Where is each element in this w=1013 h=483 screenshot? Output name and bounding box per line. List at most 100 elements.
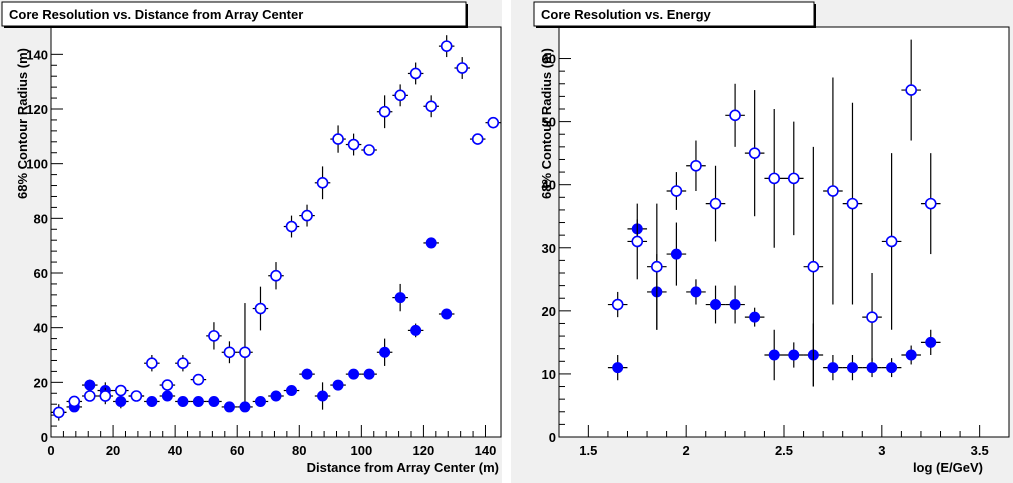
right-y-tick-label: 30 xyxy=(542,241,556,256)
left-filled-marker xyxy=(271,391,281,401)
left-open-marker xyxy=(287,222,297,232)
left-open-marker xyxy=(488,118,498,128)
right-filled-marker xyxy=(613,363,623,373)
left-filled-marker xyxy=(364,369,374,379)
right-plot-frame xyxy=(559,27,1009,437)
right-open-marker xyxy=(632,236,642,246)
left-x-axis-label: Distance from Array Center (m) xyxy=(307,460,499,475)
right-x-tick-label: 2.5 xyxy=(775,443,793,458)
right-open-marker xyxy=(867,312,877,322)
right-y-axis-label: 68% Contour Radius (m) xyxy=(539,48,554,199)
right-open-marker xyxy=(711,199,721,209)
right-x-tick-label: 2 xyxy=(683,443,690,458)
left-open-marker xyxy=(333,134,343,144)
left-filled-marker xyxy=(395,293,405,303)
right-filled-marker xyxy=(730,300,740,310)
left-open-marker xyxy=(302,211,312,221)
left-x-tick-label: 100 xyxy=(350,443,372,458)
right-open-marker xyxy=(926,199,936,209)
right-open-marker xyxy=(789,173,799,183)
right-open-marker xyxy=(887,236,897,246)
left-filled-marker xyxy=(302,369,312,379)
left-open-marker xyxy=(178,358,188,368)
left-x-tick-label: 80 xyxy=(292,443,306,458)
right-y-tick-label: 20 xyxy=(542,304,556,319)
right-filled-marker xyxy=(750,312,760,322)
left-filled-marker xyxy=(209,396,219,406)
left-x-tick-label: 20 xyxy=(106,443,120,458)
left-y-tick-label: 40 xyxy=(34,321,48,336)
right-open-marker xyxy=(906,85,916,95)
left-open-marker xyxy=(209,331,219,341)
right-y-tick-label: 0 xyxy=(549,430,556,445)
right-chart-title-box: Core Resolution vs. Energy xyxy=(534,2,816,28)
right-open-marker xyxy=(750,148,760,158)
left-filled-marker xyxy=(85,380,95,390)
left-open-marker xyxy=(255,304,265,314)
left-filled-marker xyxy=(162,391,172,401)
left-chart-title-box: Core Resolution vs. Distance from Array … xyxy=(2,2,468,28)
left-x-tick-label: 140 xyxy=(475,443,497,458)
left-filled-marker xyxy=(255,396,265,406)
left-open-marker xyxy=(224,347,234,357)
left-filled-marker xyxy=(442,309,452,319)
left-open-marker xyxy=(457,63,467,73)
left-filled-marker xyxy=(380,347,390,357)
left-open-marker xyxy=(426,101,436,111)
left-y-axis-label: 68% Contour Radius (m) xyxy=(15,48,30,199)
right-x-tick-label: 3.5 xyxy=(971,443,989,458)
right-filled-marker xyxy=(906,350,916,360)
right-open-marker xyxy=(769,173,779,183)
left-filled-marker xyxy=(318,391,328,401)
left-open-marker xyxy=(442,41,452,51)
left-filled-marker xyxy=(178,396,188,406)
right-open-marker xyxy=(847,199,857,209)
left-chart-title: Core Resolution vs. Distance from Array … xyxy=(9,7,303,22)
left-open-marker xyxy=(100,391,110,401)
right-filled-marker xyxy=(887,363,897,373)
right-filled-marker xyxy=(789,350,799,360)
right-open-marker xyxy=(691,161,701,171)
left-open-marker xyxy=(54,407,64,417)
right-open-marker xyxy=(671,186,681,196)
left-x-tick-label: 60 xyxy=(230,443,244,458)
right-x-axis-label: log (E/GeV) xyxy=(913,460,983,475)
right-open-marker xyxy=(808,262,818,272)
left-open-marker xyxy=(116,386,126,396)
left-filled-marker xyxy=(287,386,297,396)
right-open-marker xyxy=(730,110,740,120)
left-y-tick-label: 80 xyxy=(34,211,48,226)
left-filled-marker xyxy=(240,402,250,412)
right-x-tick-label: 3 xyxy=(878,443,885,458)
left-filled-marker xyxy=(147,396,157,406)
right-filled-marker xyxy=(867,363,877,373)
right-filled-marker xyxy=(769,350,779,360)
right-filled-marker xyxy=(828,363,838,373)
left-open-marker xyxy=(193,375,203,385)
left-x-tick-label: 40 xyxy=(168,443,182,458)
left-open-marker xyxy=(380,107,390,117)
left-filled-marker xyxy=(193,396,203,406)
left-y-tick-label: 20 xyxy=(34,375,48,390)
left-open-marker xyxy=(395,90,405,100)
left-open-marker xyxy=(349,140,359,150)
left-open-marker xyxy=(240,347,250,357)
left-open-marker xyxy=(473,134,483,144)
left-filled-marker xyxy=(349,369,359,379)
right-y-tick-label: 10 xyxy=(542,367,556,382)
left-open-marker xyxy=(364,145,374,155)
left-open-marker xyxy=(69,396,79,406)
left-y-tick-label: 60 xyxy=(34,266,48,281)
left-x-tick-label: 120 xyxy=(413,443,435,458)
right-filled-marker xyxy=(847,363,857,373)
left-filled-marker xyxy=(426,238,436,248)
left-open-marker xyxy=(147,358,157,368)
right-open-marker xyxy=(652,262,662,272)
left-filled-marker xyxy=(224,402,234,412)
left-open-marker xyxy=(411,68,421,78)
left-filled-marker xyxy=(411,325,421,335)
right-chart-title: Core Resolution vs. Energy xyxy=(541,7,712,22)
right-chart-pad: Core Resolution vs. Energy 1.5 2 2.5 3 3.5 0… xyxy=(511,0,1013,483)
left-open-marker xyxy=(131,391,141,401)
